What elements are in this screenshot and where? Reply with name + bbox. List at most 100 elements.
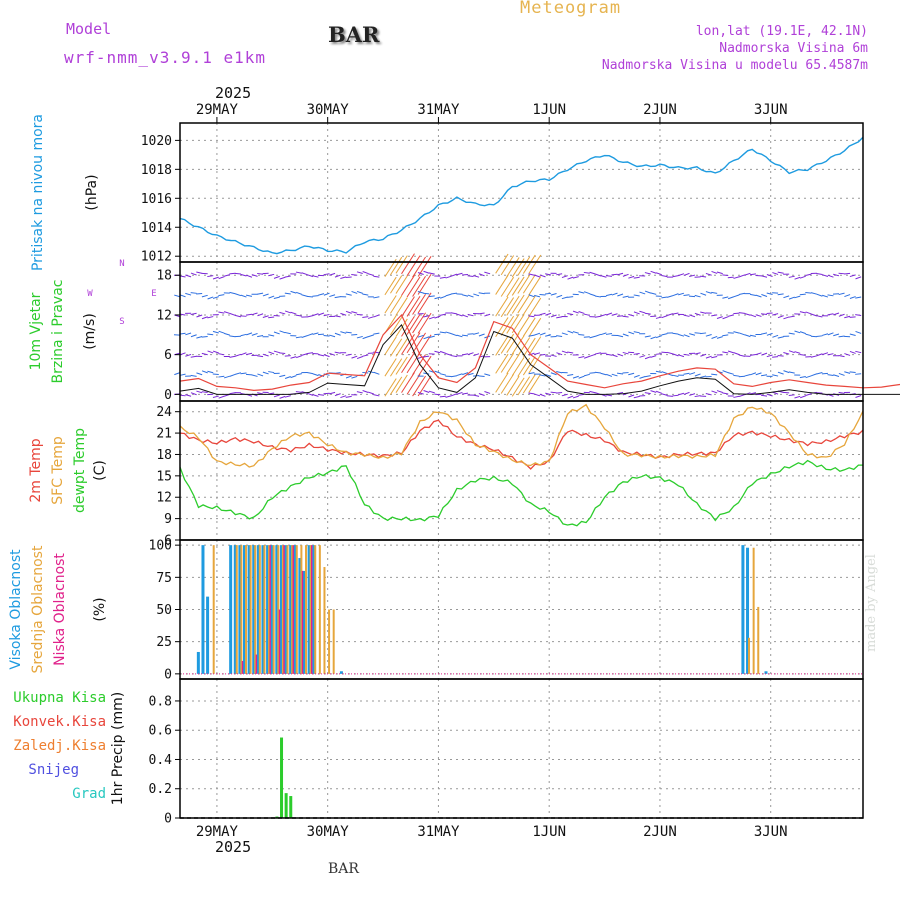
wind-barb bbox=[439, 331, 446, 334]
wind-barb bbox=[838, 372, 845, 376]
wind-barb bbox=[761, 275, 768, 278]
wind-barb bbox=[185, 394, 192, 397]
wind-barb bbox=[705, 272, 712, 276]
wind-barb bbox=[617, 272, 624, 276]
wind-barb bbox=[417, 272, 424, 275]
wind-barb bbox=[395, 318, 408, 337]
wind-barb bbox=[484, 313, 491, 317]
wind-barb bbox=[783, 391, 790, 394]
wind-barb bbox=[401, 275, 415, 296]
wind-barb bbox=[495, 372, 509, 393]
wind-barb bbox=[788, 275, 795, 278]
wind-barb bbox=[556, 316, 563, 319]
wind-barb bbox=[661, 393, 668, 396]
wind-barb bbox=[406, 295, 421, 317]
y-tick-label: 100 bbox=[149, 539, 172, 554]
x-date-label-bottom: 31MAY bbox=[417, 824, 460, 840]
wind-barb bbox=[273, 394, 280, 398]
wind-barb bbox=[606, 312, 613, 316]
wind-barb bbox=[201, 316, 208, 320]
wind-barb bbox=[766, 393, 773, 397]
wind-barb bbox=[201, 294, 208, 298]
wind-barb bbox=[522, 337, 536, 357]
wind-barb bbox=[290, 356, 297, 359]
wind-barb bbox=[822, 294, 829, 298]
wind-barb bbox=[827, 274, 834, 278]
wind-barb bbox=[594, 352, 601, 355]
wind-barb bbox=[578, 291, 585, 294]
wind-barb bbox=[711, 335, 718, 339]
wind-barb bbox=[190, 272, 197, 276]
wind-barb bbox=[390, 338, 403, 357]
wind-barb bbox=[617, 372, 624, 375]
wind-barb bbox=[838, 272, 845, 275]
wind-barb bbox=[412, 375, 426, 397]
wind-barb bbox=[434, 370, 441, 374]
wind-barb bbox=[766, 354, 773, 358]
wind-barb bbox=[633, 395, 640, 399]
wind-barb bbox=[611, 354, 618, 358]
wind-barb bbox=[578, 311, 585, 314]
wind-barb bbox=[589, 372, 596, 374]
wind-barb bbox=[312, 313, 319, 317]
wind-barb bbox=[655, 335, 662, 339]
y-axis-label: Visoka Oblacnost bbox=[8, 549, 24, 670]
wind-barb bbox=[694, 294, 701, 298]
cloud-bar bbox=[268, 545, 271, 674]
wind-barb bbox=[301, 294, 308, 297]
x-date-label-top: 29MAY bbox=[196, 102, 239, 118]
wind-barb bbox=[727, 276, 734, 279]
wind-barb bbox=[666, 395, 673, 397]
cloud-bar bbox=[252, 545, 256, 674]
wind-barb bbox=[423, 336, 430, 340]
wind-barb bbox=[451, 333, 458, 337]
wind-barb bbox=[683, 353, 690, 356]
wind-barb bbox=[484, 271, 491, 275]
wind-barb bbox=[417, 391, 424, 395]
wind-barb bbox=[240, 352, 247, 356]
wind-barb bbox=[844, 315, 851, 319]
wind-barb bbox=[805, 311, 812, 315]
wind-barb bbox=[755, 314, 762, 317]
wind-barb bbox=[307, 333, 314, 337]
wind-barb bbox=[373, 275, 380, 278]
wind-barb bbox=[295, 271, 302, 274]
wind-barb bbox=[306, 352, 313, 355]
wind-barb bbox=[578, 375, 585, 379]
wind-barb bbox=[229, 272, 236, 275]
wind-barb bbox=[456, 373, 463, 377]
wind-barb bbox=[273, 296, 280, 300]
y-tick-label: 0.4 bbox=[149, 753, 173, 768]
wind-barb bbox=[174, 372, 181, 376]
wind-barb bbox=[445, 293, 452, 297]
y-tick-label: 0 bbox=[164, 812, 172, 827]
y-axis-label: 1hr Precip (mm) bbox=[110, 692, 126, 805]
y-tick-label: 6 bbox=[164, 348, 172, 363]
wind-barb bbox=[506, 313, 520, 334]
wind-barb bbox=[639, 310, 646, 314]
wind-barb bbox=[572, 395, 579, 399]
wind-barb bbox=[739, 332, 746, 336]
wind-barb bbox=[201, 352, 208, 356]
wind-barb bbox=[268, 334, 275, 337]
wind-barb bbox=[317, 394, 325, 396]
wind-barb bbox=[666, 351, 673, 355]
wind-barb bbox=[296, 355, 303, 359]
wind-barb bbox=[816, 372, 823, 375]
wind-barb bbox=[478, 312, 485, 315]
wind-barb bbox=[500, 297, 515, 318]
wind-barb bbox=[196, 336, 203, 339]
cloud-bar bbox=[293, 545, 297, 674]
wind-barb bbox=[711, 291, 718, 294]
wind-barb bbox=[367, 316, 374, 319]
wind-barb bbox=[251, 333, 258, 336]
y-axis-label: 2m Temp bbox=[28, 438, 44, 502]
y-axis-label: (hPa) bbox=[84, 174, 100, 210]
wind-barb bbox=[744, 313, 751, 316]
wind-barb bbox=[351, 290, 358, 294]
wind-barb bbox=[284, 355, 291, 357]
x-date-label-bottom: 3JUN bbox=[754, 824, 788, 840]
wind-barb bbox=[528, 294, 535, 298]
wind-barb bbox=[617, 334, 624, 338]
wind-barb bbox=[423, 315, 430, 318]
